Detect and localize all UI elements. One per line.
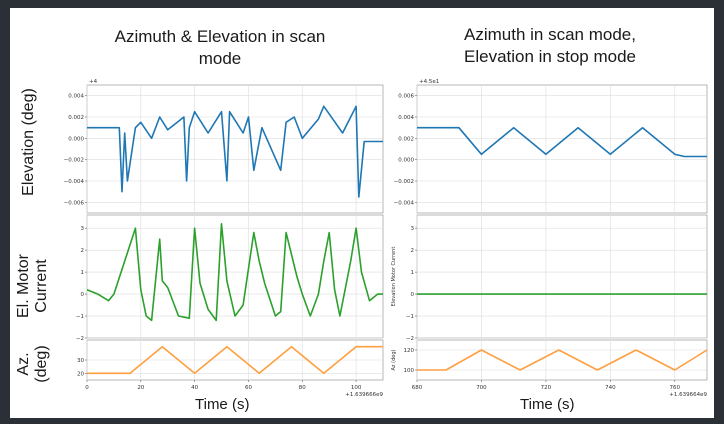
right-current-ytick-label: −1 bbox=[406, 314, 414, 320]
right-azimuth-xtick-label: 680 bbox=[412, 385, 423, 391]
left-azimuth-xtick-label: 40 bbox=[191, 385, 198, 391]
left-current-ytick-label: 1 bbox=[81, 270, 85, 276]
left-elevation-ytick-label: 0.000 bbox=[68, 136, 84, 142]
right-elevation-ytick-label: 0.006 bbox=[398, 94, 414, 100]
left-elevation-ytick-label: −0.002 bbox=[64, 158, 84, 164]
left-current-frame bbox=[86, 214, 384, 339]
left-azimuth-ytick-label: 30 bbox=[77, 358, 84, 364]
left-azimuth-xtick-label: 60 bbox=[245, 385, 252, 391]
right-azimuth-series-line bbox=[417, 349, 708, 371]
right-elevation-ytick-label: 0.002 bbox=[398, 136, 414, 142]
left-elevation-frame bbox=[86, 84, 384, 214]
right-elevation-series-line bbox=[417, 126, 707, 158]
right-elevation-ytick-label: 0.004 bbox=[398, 115, 414, 121]
right-current-ytick-label: −2 bbox=[406, 336, 414, 342]
right-elevation-ytick-label: 0.000 bbox=[398, 158, 414, 164]
left-current-series-line bbox=[86, 223, 383, 322]
right-current-frame bbox=[416, 214, 708, 339]
left-azimuth-xtick-label: 20 bbox=[137, 385, 144, 391]
right-current-ytick-label: 2 bbox=[411, 248, 415, 254]
left-azimuth-series-line bbox=[87, 345, 383, 375]
right-title-line1: Azimuth in scan mode, bbox=[464, 25, 636, 44]
left-current-ytick-label: 2 bbox=[81, 248, 85, 254]
left-current-ytick-label: 0 bbox=[81, 292, 85, 298]
left-current-ytick-label: −1 bbox=[76, 314, 84, 320]
right-current-ytick-label: 0 bbox=[411, 292, 415, 298]
slide: Azimuth & Elevation in scan mode Azimuth… bbox=[10, 8, 714, 418]
left-elevation-ytick-label: 0.002 bbox=[68, 115, 84, 121]
right-current-ytick-label: 3 bbox=[411, 226, 415, 232]
right-title: Azimuth in scan mode, Elevation in stop … bbox=[400, 24, 700, 68]
right-azimuth-frame bbox=[416, 339, 708, 381]
right-azimuth-offset-label: +1.639664e9 bbox=[669, 392, 707, 398]
left-azimuth-xtick-label: 100 bbox=[351, 385, 362, 391]
left-title: Azimuth & Elevation in scan mode bbox=[70, 26, 370, 70]
left-azimuth-xtick-label: 80 bbox=[299, 385, 306, 391]
right-elevation-offset-label: +4.5e1 bbox=[419, 79, 439, 85]
right-azimuth-xtick-label: 720 bbox=[541, 385, 552, 391]
chart-svg: 0.004 0.002 0.000 −0.002 −0.004 −0.006 +4 3 2 1 0 −… bbox=[64, 79, 708, 398]
right-current-ytick-label: 1 bbox=[411, 270, 415, 276]
right-azimuth-ytick-label: 120 bbox=[404, 348, 415, 354]
right-elevation-ytick-label: −0.004 bbox=[394, 200, 415, 206]
right-azimuth-xtick-label: 740 bbox=[605, 385, 616, 391]
left-elevation-offset-label: +4 bbox=[89, 79, 98, 85]
left-elevation-ytick-label: −0.004 bbox=[64, 179, 85, 185]
left-azimuth-offset-label: +1.639666e9 bbox=[345, 392, 383, 398]
left-current-ytick-label: 3 bbox=[81, 226, 85, 232]
right-azimuth-ylabel: Az (deg) bbox=[391, 349, 397, 370]
left-current-ytick-label: −2 bbox=[76, 336, 84, 342]
right-title-line2: Elevation in stop mode bbox=[464, 47, 636, 66]
right-elevation-frame bbox=[416, 84, 708, 214]
right-elevation-ytick-label: −0.002 bbox=[394, 179, 414, 185]
left-elevation-series-line bbox=[87, 105, 383, 198]
right-azimuth-xtick-label: 760 bbox=[670, 385, 681, 391]
right-azimuth-ytick-label: 100 bbox=[404, 368, 415, 374]
left-elevation-ytick-label: −0.006 bbox=[64, 200, 85, 206]
left-title-line2: mode bbox=[198, 49, 242, 68]
left-elevation-ytick-label: 0.004 bbox=[68, 94, 84, 100]
left-title-line1: Azimuth & Elevation in scan bbox=[114, 27, 326, 46]
left-xlabel: Time (s) bbox=[195, 396, 250, 413]
left-azimuth-xtick-label: 0 bbox=[85, 385, 89, 391]
left-azimuth-ytick-label: 20 bbox=[77, 371, 84, 377]
right-current-ylabel: Elevation Motor Current bbox=[391, 247, 397, 307]
right-azimuth-xtick-label: 700 bbox=[476, 385, 487, 391]
right-xlabel: Time (s) bbox=[520, 396, 575, 413]
